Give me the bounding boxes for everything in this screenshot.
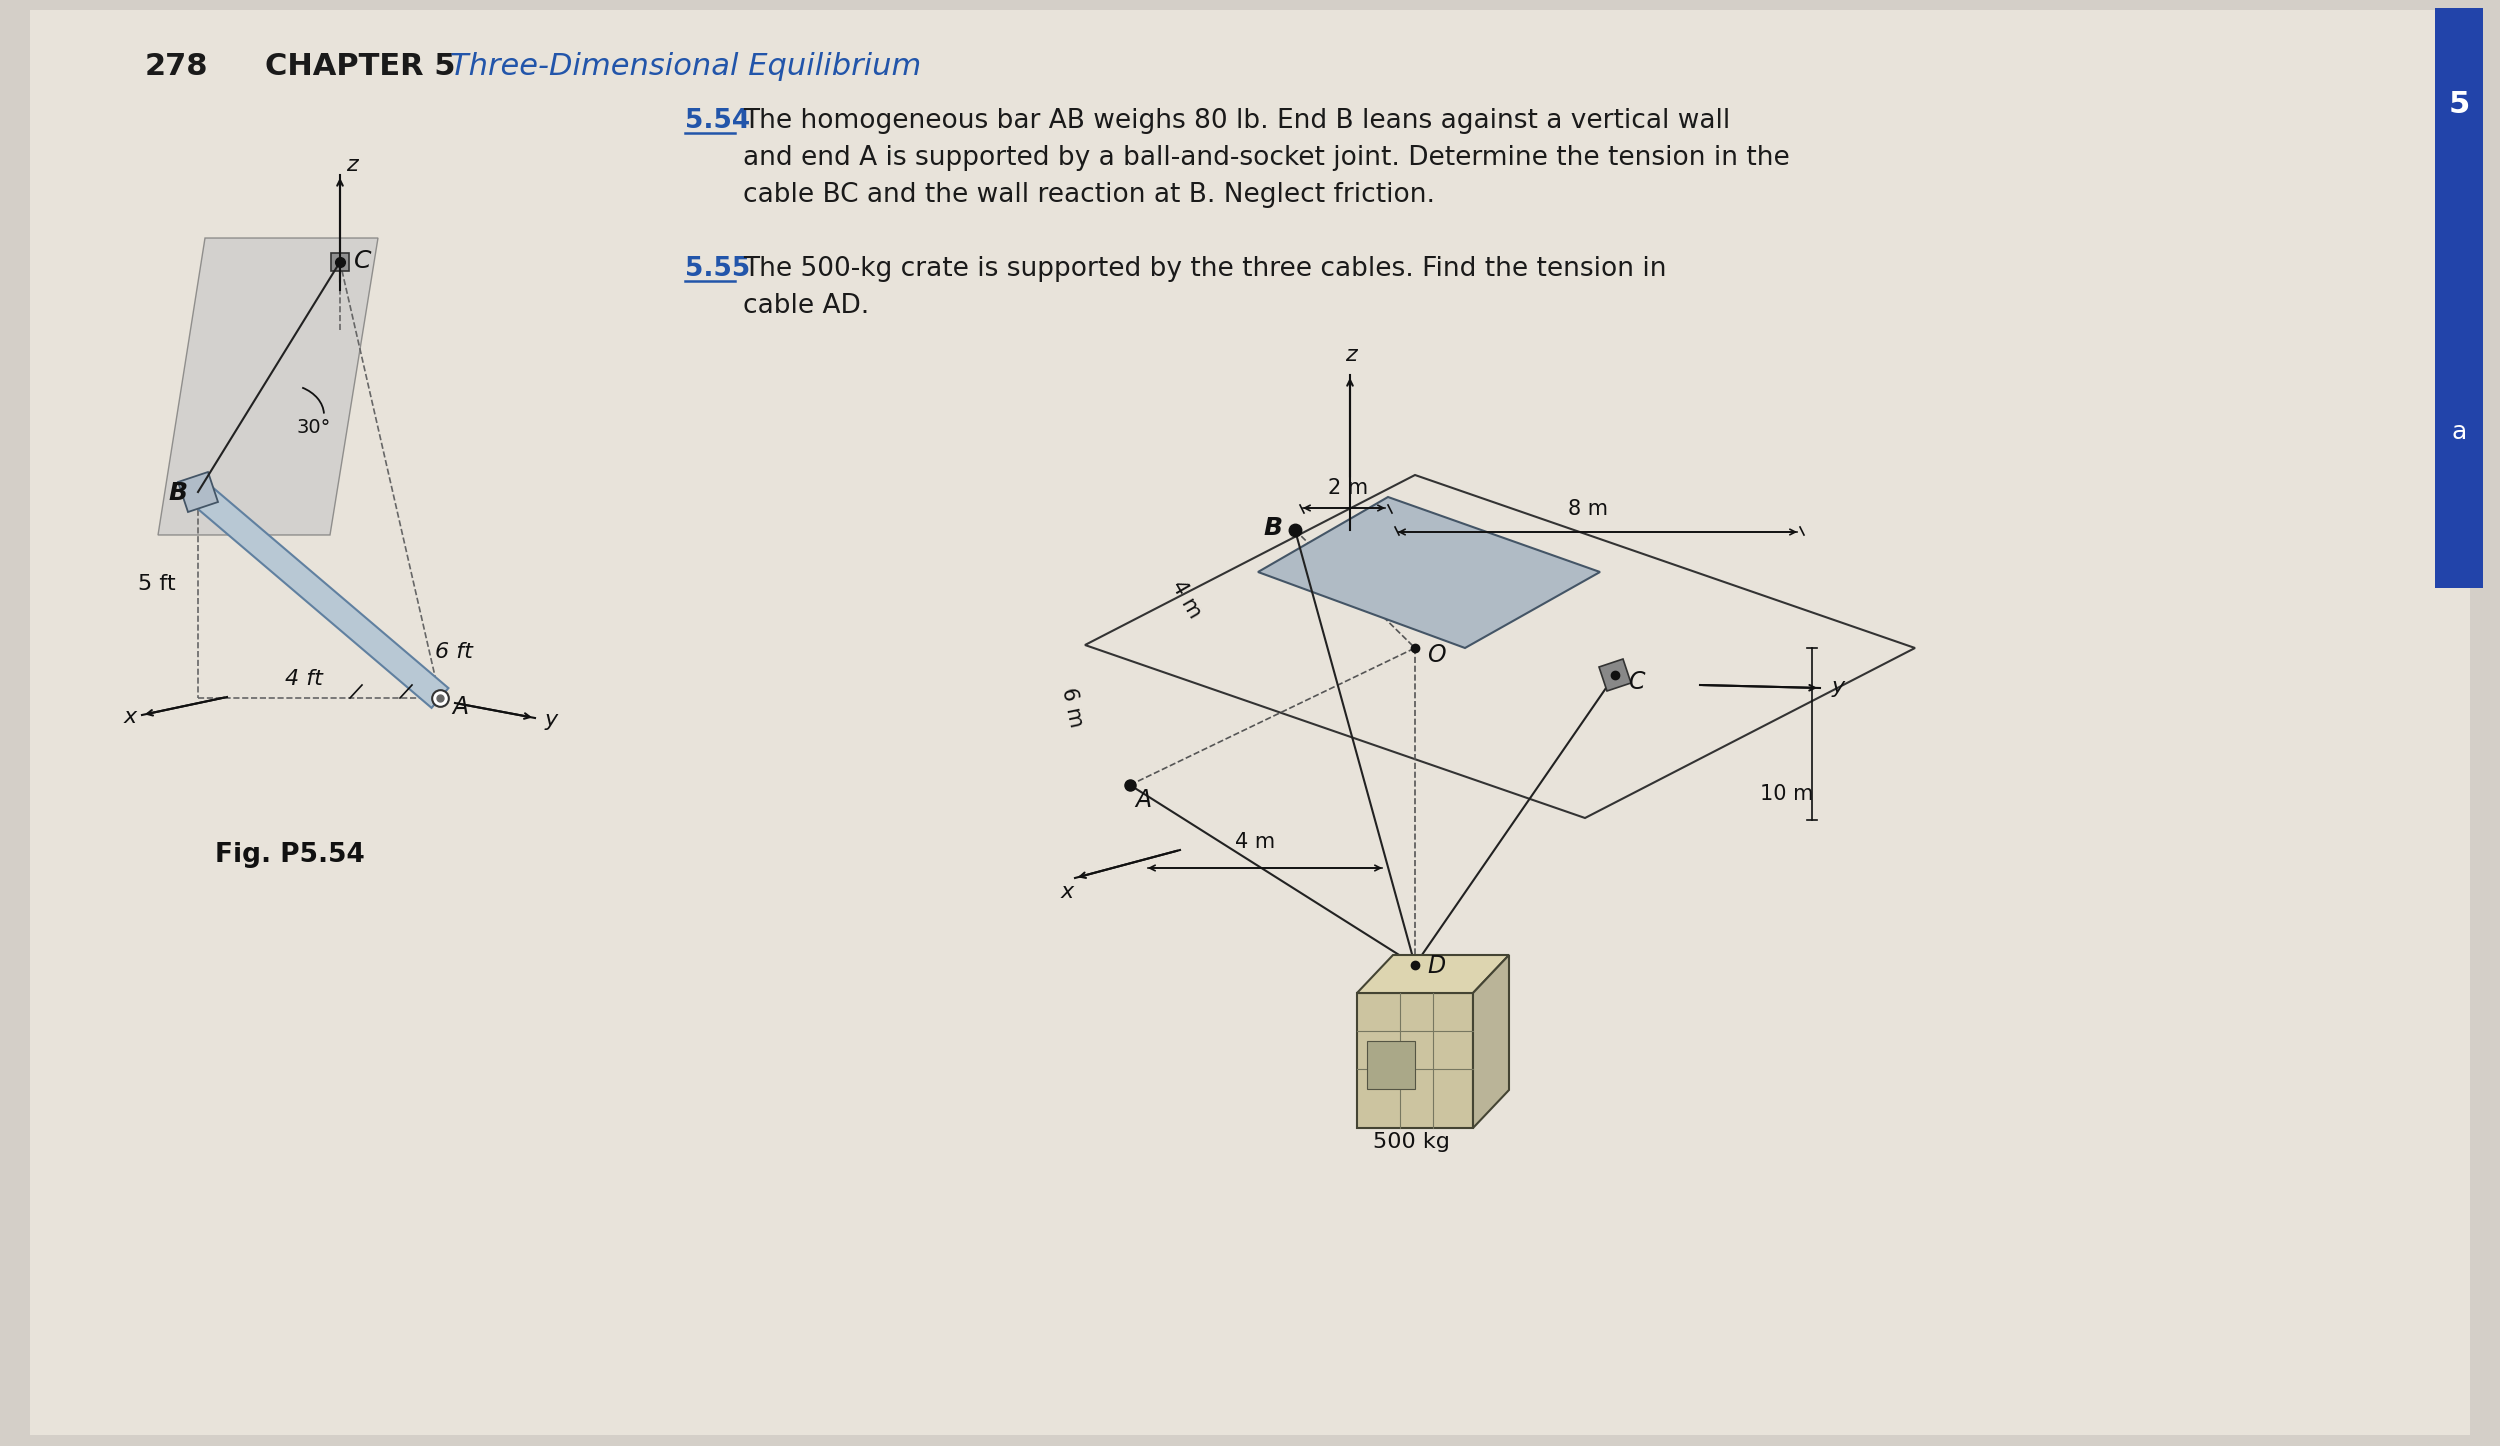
Text: 5: 5 <box>2448 90 2470 119</box>
Polygon shape <box>1600 659 1630 691</box>
Polygon shape <box>1472 954 1510 1128</box>
Text: x: x <box>1060 882 1075 902</box>
Text: A: A <box>1135 788 1150 813</box>
Text: 5.54: 5.54 <box>685 108 750 134</box>
Polygon shape <box>158 239 378 535</box>
Text: 4 m: 4 m <box>1235 831 1275 852</box>
Text: 5 ft: 5 ft <box>138 574 175 594</box>
Text: B: B <box>168 482 187 505</box>
Text: The 500-kg crate is supported by the three cables. Find the tension in
cable AD.: The 500-kg crate is supported by the thr… <box>742 256 1668 320</box>
Polygon shape <box>1258 497 1600 648</box>
Text: Three-Dimensional Equilibrium: Three-Dimensional Equilibrium <box>450 52 920 81</box>
Text: 6 m: 6 m <box>1058 685 1085 729</box>
Text: 2 m: 2 m <box>1328 479 1368 497</box>
Text: 278: 278 <box>145 52 208 81</box>
Polygon shape <box>1358 993 1472 1128</box>
Polygon shape <box>1358 954 1510 993</box>
Text: C: C <box>355 249 372 273</box>
FancyBboxPatch shape <box>30 10 2470 1434</box>
FancyBboxPatch shape <box>2435 9 2482 589</box>
Text: D: D <box>1427 954 1445 977</box>
Text: x: x <box>125 707 138 727</box>
Text: C: C <box>1630 669 1645 694</box>
Polygon shape <box>330 253 350 270</box>
Text: 5.55: 5.55 <box>685 256 750 282</box>
Text: CHAPTER 5: CHAPTER 5 <box>265 52 455 81</box>
Polygon shape <box>177 471 217 512</box>
Bar <box>1368 1041 1415 1089</box>
Text: y: y <box>545 710 558 730</box>
Text: 4 ft: 4 ft <box>285 669 322 688</box>
Text: y: y <box>1832 677 1845 697</box>
Text: B: B <box>1262 516 1282 539</box>
Text: z: z <box>1345 346 1358 364</box>
Text: a: a <box>2452 419 2468 444</box>
Text: 500 kg: 500 kg <box>1372 1132 1450 1152</box>
Text: O: O <box>1427 643 1445 667</box>
Text: 8 m: 8 m <box>1568 499 1608 519</box>
Text: z: z <box>345 155 358 175</box>
Text: A: A <box>452 696 468 719</box>
Text: 10 m: 10 m <box>1760 784 1812 804</box>
Text: Fig. P5.54: Fig. P5.54 <box>215 842 365 868</box>
Text: The homogeneous bar AB weighs 80 lb. End B leans against a vertical wall
and end: The homogeneous bar AB weighs 80 lb. End… <box>742 108 1790 208</box>
Polygon shape <box>190 482 448 709</box>
Text: 6 ft: 6 ft <box>435 642 472 662</box>
Text: 4 m: 4 m <box>1168 577 1205 622</box>
Text: 30°: 30° <box>298 418 332 437</box>
